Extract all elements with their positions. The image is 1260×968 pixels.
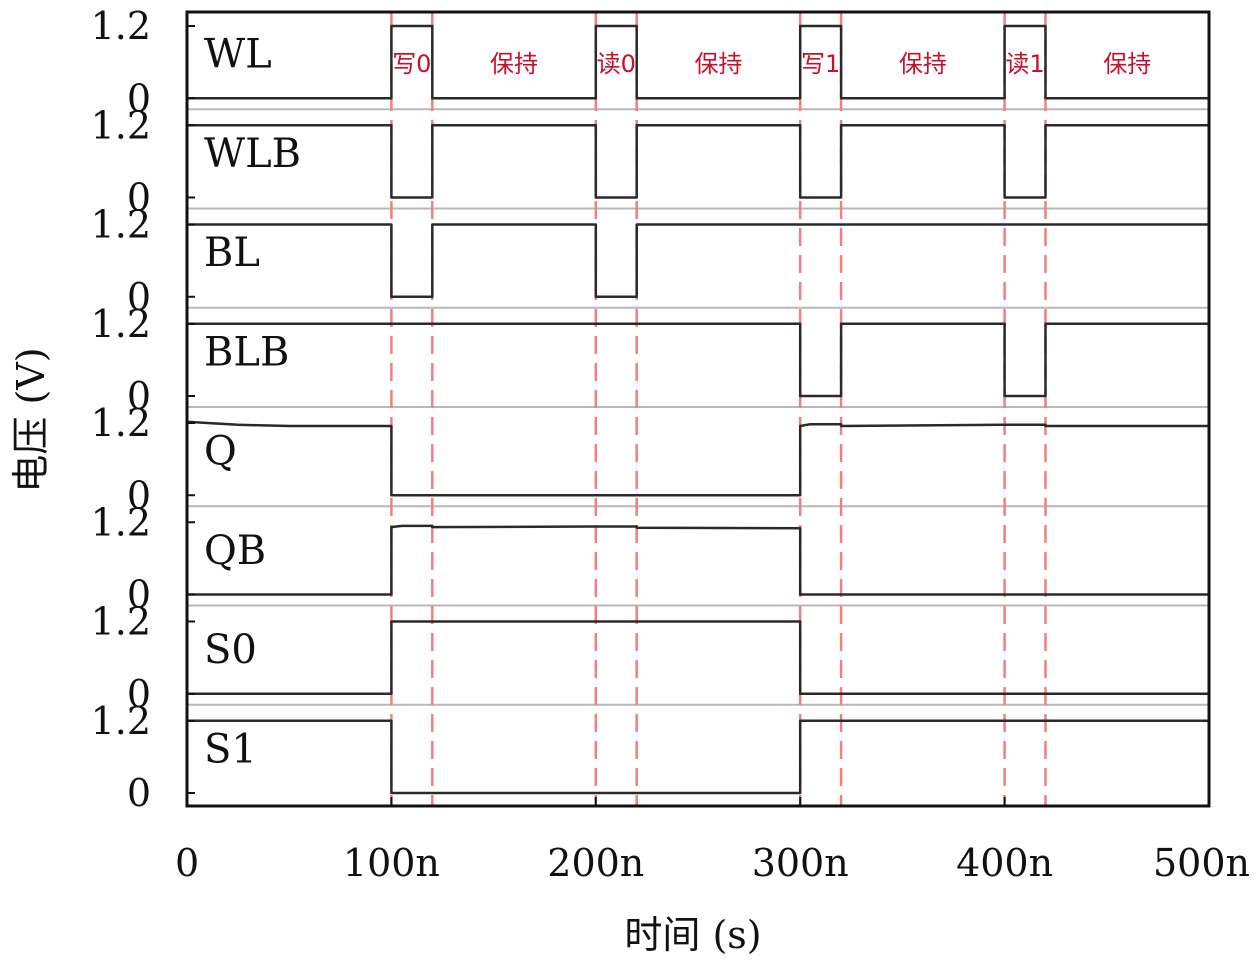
phase-label: 写1 — [801, 50, 840, 78]
trace-wlb — [187, 124, 1209, 199]
signal-label-q: Q — [204, 429, 237, 475]
trace-s1 — [187, 719, 1209, 795]
signal-label-wl: WL — [204, 32, 272, 78]
x-axis-ticks: 0 100n 200n 300n 400n 500n — [175, 797, 1250, 885]
trace-s0 — [187, 620, 1209, 696]
signal-labels: WL WLB BL BLB Q QB S0 S1 — [204, 32, 301, 773]
trace-wl — [187, 24, 1209, 100]
x-tick-label: 0 — [175, 841, 199, 885]
signal-label-s0: S0 — [204, 627, 257, 673]
y-tick-label: 1.2 — [91, 600, 151, 644]
y-tick-label: 0 — [127, 473, 151, 517]
phase-label: 保持 — [694, 50, 742, 78]
y-tick-label: 0 — [127, 374, 151, 418]
y-tick-label: 1.2 — [91, 203, 151, 247]
y-tick-label: 0 — [127, 573, 151, 617]
y-tick-label: 1.2 — [91, 302, 151, 346]
signal-traces — [186, 24, 1209, 795]
phase-label: 读0 — [597, 50, 636, 78]
phase-label: 保持 — [1103, 50, 1151, 78]
y-tick-label: 1.2 — [91, 103, 151, 147]
y-tick-label: 1.2 — [91, 699, 151, 743]
trace-q — [186, 420, 1209, 497]
signal-label-bl: BL — [204, 230, 260, 276]
x-axis-title: 时间 (s) — [624, 913, 761, 957]
y-axis-title: 电压 (V) — [9, 347, 53, 492]
phase-labels: 写0 保持 读0 保持 写1 保持 读1 保持 — [392, 50, 1151, 78]
y-tick-label: 0 — [127, 275, 151, 319]
y-tick-label: 1.2 — [91, 401, 151, 445]
phase-boundary-lines — [390, 12, 1047, 806]
y-tick-labels: 1.201.201.201.201.201.201.201.20 — [91, 4, 195, 815]
y-tick-label: 0 — [127, 176, 151, 220]
trace-qb — [187, 524, 1209, 596]
phase-label: 保持 — [490, 50, 538, 78]
y-tick-label: 0 — [127, 771, 151, 815]
x-tick-label: 200n — [547, 841, 644, 885]
trace-bl — [187, 223, 1209, 299]
y-tick-label: 0 — [127, 672, 151, 716]
x-tick-label: 100n — [343, 841, 440, 885]
phase-label: 读1 — [1005, 50, 1044, 78]
plot-frame — [185, 10, 1211, 808]
y-tick-label: 0 — [127, 76, 151, 120]
phase-label: 保持 — [899, 50, 947, 78]
signal-label-s1: S1 — [204, 726, 257, 772]
y-tick-label: 1.2 — [91, 500, 151, 544]
signal-label-wlb: WLB — [204, 131, 301, 177]
x-tick-label: 500n — [1153, 841, 1250, 885]
phase-label: 写0 — [392, 50, 431, 78]
signal-label-qb: QB — [204, 528, 266, 574]
x-tick-label: 300n — [752, 841, 849, 885]
signal-label-blb: BLB — [204, 329, 289, 375]
panel-dividers — [187, 108, 1209, 706]
y-tick-label: 1.2 — [91, 4, 151, 48]
trace-blb — [187, 322, 1209, 398]
x-tick-label: 400n — [956, 841, 1053, 885]
